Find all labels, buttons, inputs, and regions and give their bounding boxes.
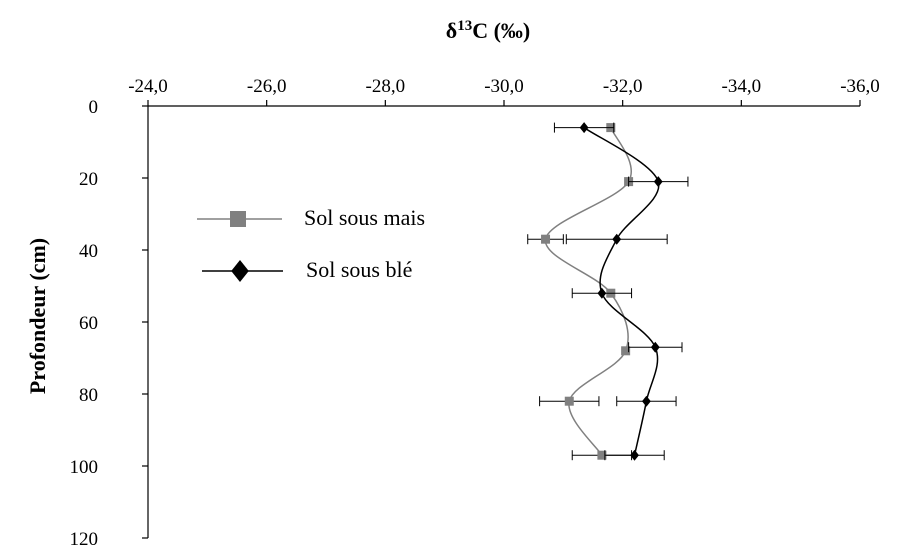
legend-marker-ble bbox=[231, 260, 249, 282]
legend: Sol sous mais Sol sous blé bbox=[197, 205, 425, 282]
point-mais bbox=[541, 234, 551, 244]
x-tick-label: -28,0 bbox=[366, 76, 406, 97]
point-ble bbox=[630, 449, 639, 461]
y-tick-label: 120 bbox=[70, 529, 99, 548]
series-line-ble bbox=[583, 126, 660, 456]
series-line-mais bbox=[544, 127, 632, 456]
axes: -24,0 -26,0 -28,0 -30,0 -32,0 -34,0 -36,0 0 20 40… bbox=[70, 76, 880, 548]
x-tick-label: -36,0 bbox=[840, 76, 880, 97]
point-ble bbox=[642, 395, 651, 407]
series-layer bbox=[527, 122, 689, 461]
point-mais bbox=[564, 396, 574, 406]
point-mais bbox=[621, 346, 631, 356]
y-tick-label: 0 bbox=[89, 97, 99, 118]
point-mais bbox=[597, 450, 607, 460]
x-tick-label: -26,0 bbox=[247, 76, 287, 97]
x-tick-label: -34,0 bbox=[722, 76, 762, 97]
x-tick-label: -24,0 bbox=[128, 76, 168, 97]
y-tick-label: 60 bbox=[79, 313, 98, 334]
legend-label-ble: Sol sous blé bbox=[306, 257, 412, 282]
point-ble bbox=[650, 341, 660, 353]
point-ble bbox=[579, 122, 589, 134]
point-ble bbox=[597, 287, 607, 299]
x-tick-label: -32,0 bbox=[603, 76, 643, 97]
legend-label-mais: Sol sous mais bbox=[304, 205, 425, 230]
point-ble bbox=[612, 233, 622, 245]
x-tick-label: -30,0 bbox=[484, 76, 524, 97]
legend-marker-mais bbox=[230, 211, 246, 227]
y-axis-title: Profondeur (cm) bbox=[25, 238, 50, 394]
x-axis-title: δ13C (‰) bbox=[446, 18, 530, 43]
series-ble bbox=[553, 122, 689, 461]
series-mais bbox=[527, 123, 634, 461]
y-tick-label: 100 bbox=[70, 457, 99, 478]
y-tick-label: 80 bbox=[79, 385, 98, 406]
y-tick-label: 40 bbox=[79, 241, 98, 262]
y-tick-label: 20 bbox=[79, 169, 98, 190]
point-ble bbox=[653, 176, 663, 188]
